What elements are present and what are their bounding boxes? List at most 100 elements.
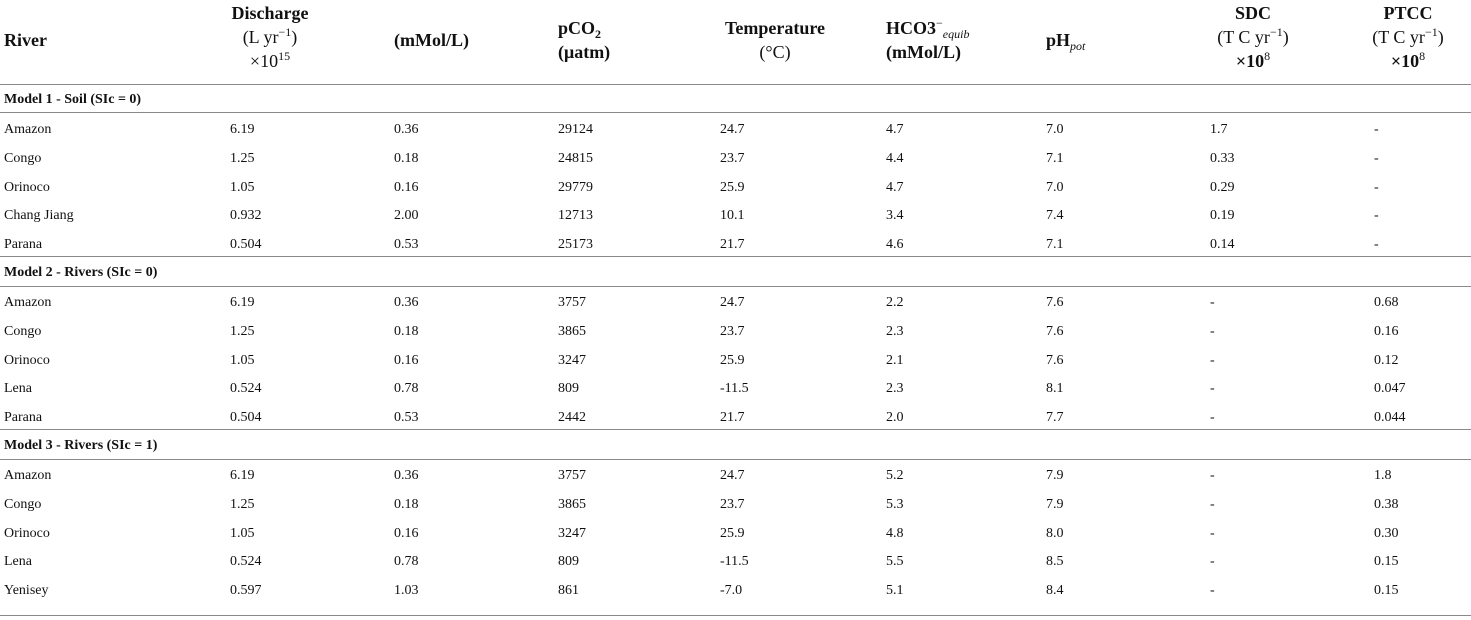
hco3-cell: 2.1 bbox=[886, 352, 904, 368]
section-rule bbox=[0, 256, 1471, 257]
pco2-cell: 809 bbox=[558, 381, 579, 397]
hco3-cell: 2.2 bbox=[886, 295, 904, 310]
table-row: Lena 0.524 0.78 809 -11.5 2.3 8.1 - 0.047 bbox=[0, 374, 1471, 403]
table-row: Chang Jiang 0.932 2.00 12713 10.1 3.4 7.4 0.19 - bbox=[0, 201, 1471, 230]
concentration-cell: 0.16 bbox=[394, 352, 419, 368]
header-river: River bbox=[4, 30, 47, 50]
bottom-rule bbox=[0, 615, 1471, 616]
ph-cell: 8.5 bbox=[1046, 554, 1064, 570]
discharge-cell: 0.597 bbox=[230, 583, 262, 599]
pco2-cell: 2442 bbox=[558, 410, 586, 426]
table-row: Amazon 6.19 0.36 3757 24.7 2.2 7.6 - 0.68 bbox=[0, 288, 1471, 317]
temperature-cell: -7.0 bbox=[720, 583, 743, 599]
discharge-cell: 6.19 bbox=[230, 122, 255, 137]
concentration-cell: 1.03 bbox=[394, 583, 419, 599]
ptcc-cell: 0.30 bbox=[1374, 525, 1399, 541]
header-pco2: pCO2 (μatm) bbox=[558, 18, 611, 62]
ptcc-cell: 0.15 bbox=[1374, 554, 1399, 570]
sdc-cell: 0.14 bbox=[1210, 237, 1235, 253]
temperature-cell: 24.7 bbox=[720, 468, 745, 483]
table-row: Yenisey 0.597 1.03 861 -7.0 5.1 8.4 - 0.15 bbox=[0, 576, 1471, 605]
ph-cell: 7.6 bbox=[1046, 323, 1064, 339]
header-concentration: (mMol/L) bbox=[394, 30, 469, 50]
concentration-cell: 2.00 bbox=[394, 208, 419, 224]
temperature-cell: 25.9 bbox=[720, 525, 745, 541]
river-cell: Parana bbox=[4, 410, 43, 426]
ptcc-cell: 0.16 bbox=[1374, 323, 1399, 339]
ptcc-cell: 0.12 bbox=[1374, 352, 1399, 368]
header-rule bbox=[0, 84, 1471, 85]
table-row: Congo 1.25 0.18 3865 23.7 5.3 7.9 - 0.38 bbox=[0, 490, 1471, 519]
ptcc-cell: 0.68 bbox=[1374, 295, 1399, 310]
discharge-cell: 6.19 bbox=[230, 468, 255, 483]
concentration-cell: 0.16 bbox=[394, 179, 419, 195]
section-rule bbox=[0, 429, 1471, 430]
ptcc-cell: - bbox=[1374, 208, 1379, 224]
sdc-cell: - bbox=[1210, 496, 1215, 512]
hco3-cell: 4.7 bbox=[886, 122, 904, 137]
pco2-cell: 12713 bbox=[558, 208, 593, 224]
header-sdc: SDC (T C yr−1) ×108 bbox=[1217, 3, 1289, 71]
concentration-cell: 0.53 bbox=[394, 410, 419, 426]
header-ptcc: PTCC (T C yr−1) ×108 bbox=[1372, 3, 1444, 71]
pco2-cell: 809 bbox=[558, 554, 579, 570]
hco3-cell: 5.2 bbox=[886, 468, 904, 483]
temperature-cell: 21.7 bbox=[720, 237, 745, 253]
pco2-cell: 3247 bbox=[558, 352, 586, 368]
sdc-cell: - bbox=[1210, 381, 1215, 397]
ph-cell: 8.4 bbox=[1046, 583, 1064, 599]
sdc-cell: - bbox=[1210, 525, 1215, 541]
ph-cell: 8.1 bbox=[1046, 381, 1064, 397]
sdc-cell: - bbox=[1210, 323, 1215, 339]
river-cell: Amazon bbox=[4, 122, 52, 137]
sdc-cell: 1.7 bbox=[1210, 122, 1228, 137]
header-hco3: HCO3−equib (mMol/L) bbox=[886, 16, 970, 62]
concentration-cell: 0.78 bbox=[394, 381, 419, 397]
ph-cell: 7.1 bbox=[1046, 150, 1064, 166]
ph-cell: 7.4 bbox=[1046, 208, 1064, 224]
river-cell: Lena bbox=[4, 381, 32, 397]
temperature-cell: 25.9 bbox=[720, 179, 745, 195]
ptcc-cell: 0.044 bbox=[1374, 410, 1406, 426]
ph-cell: 7.0 bbox=[1046, 122, 1064, 137]
section-title: Model 3 - Rivers (SIc = 1) bbox=[4, 438, 158, 453]
river-cell: Orinoco bbox=[4, 352, 50, 368]
concentration-cell: 0.18 bbox=[394, 323, 419, 339]
pco2-cell: 29779 bbox=[558, 179, 593, 195]
concentration-cell: 0.18 bbox=[394, 496, 419, 512]
temperature-cell: 23.7 bbox=[720, 150, 745, 166]
discharge-cell: 0.932 bbox=[230, 208, 262, 224]
sdc-cell: - bbox=[1210, 468, 1215, 483]
pco2-cell: 29124 bbox=[558, 122, 593, 137]
table-row: Amazon 6.19 0.36 3757 24.7 5.2 7.9 - 1.8 bbox=[0, 461, 1471, 490]
ptcc-cell: - bbox=[1374, 237, 1379, 253]
river-cell: Yenisey bbox=[4, 583, 49, 599]
ph-cell: 7.0 bbox=[1046, 179, 1064, 195]
temperature-cell: 23.7 bbox=[720, 496, 745, 512]
sdc-cell: - bbox=[1210, 295, 1215, 310]
ptcc-cell: - bbox=[1374, 150, 1379, 166]
table-row: Orinoco 1.05 0.16 29779 25.9 4.7 7.0 0.29 - bbox=[0, 173, 1471, 202]
discharge-cell: 1.25 bbox=[230, 496, 255, 512]
table-row: Lena 0.524 0.78 809 -11.5 5.5 8.5 - 0.15 bbox=[0, 547, 1471, 576]
pco2-cell: 24815 bbox=[558, 150, 593, 166]
discharge-cell: 1.25 bbox=[230, 323, 255, 339]
discharge-cell: 1.05 bbox=[230, 525, 255, 541]
ph-cell: 7.9 bbox=[1046, 468, 1064, 483]
river-cell: Congo bbox=[4, 496, 42, 512]
hco3-cell: 2.3 bbox=[886, 381, 904, 397]
discharge-cell: 1.05 bbox=[230, 179, 255, 195]
temperature-cell: 25.9 bbox=[720, 352, 745, 368]
hco3-cell: 5.5 bbox=[886, 554, 904, 570]
section-title: Model 2 - Rivers (SIc = 0) bbox=[4, 265, 158, 280]
ph-cell: 8.0 bbox=[1046, 525, 1064, 541]
header-temperature: Temperature (°C) bbox=[725, 18, 825, 62]
concentration-cell: 0.36 bbox=[394, 295, 419, 310]
table-row: Orinoco 1.05 0.16 3247 25.9 2.1 7.6 - 0.12 bbox=[0, 346, 1471, 375]
concentration-cell: 0.16 bbox=[394, 525, 419, 541]
temperature-cell: 10.1 bbox=[720, 208, 745, 224]
river-cell: Amazon bbox=[4, 468, 52, 483]
sdc-cell: 0.33 bbox=[1210, 150, 1235, 166]
section-rule bbox=[0, 112, 1471, 113]
table-row: Amazon 6.19 0.36 29124 24.7 4.7 7.0 1.7 - bbox=[0, 115, 1471, 144]
